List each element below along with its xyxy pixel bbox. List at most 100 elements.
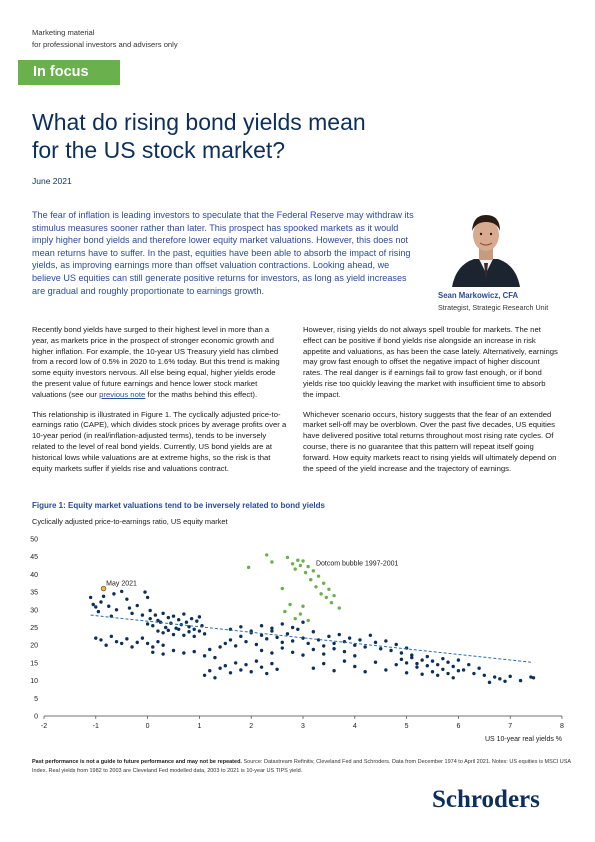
data-point	[441, 667, 445, 671]
data-point	[213, 676, 217, 680]
dotcom-point	[290, 562, 295, 566]
data-point	[332, 647, 336, 651]
data-point	[430, 659, 435, 663]
data-point	[223, 641, 227, 646]
data-point	[88, 595, 93, 600]
data-point	[104, 643, 108, 647]
data-point	[415, 665, 419, 669]
data-point	[482, 673, 486, 677]
data-point	[389, 648, 393, 653]
data-point	[492, 675, 497, 679]
data-point	[148, 608, 152, 613]
data-point	[145, 595, 150, 600]
data-point	[394, 642, 398, 647]
data-point	[425, 654, 430, 659]
data-point	[415, 661, 419, 666]
data-point	[182, 612, 186, 616]
audience-note: Marketing material for professional inve…	[32, 27, 178, 51]
in-focus-badge: In focus	[18, 60, 120, 85]
dotcom-point	[303, 570, 308, 575]
data-point	[99, 600, 103, 604]
x-tick-label: 0	[146, 723, 150, 730]
previous-note-link[interactable]: previous note	[99, 389, 146, 399]
dotcom-point	[293, 567, 297, 571]
data-point	[410, 653, 414, 657]
data-point	[151, 650, 155, 654]
data-point	[301, 653, 305, 657]
data-point	[342, 649, 347, 654]
data-point	[311, 630, 316, 634]
data-point	[189, 616, 194, 621]
data-point	[477, 666, 481, 670]
data-point	[151, 624, 155, 628]
y-tick-label: 10	[30, 678, 38, 685]
data-point	[399, 651, 404, 655]
data-point	[125, 637, 129, 641]
data-point	[127, 606, 132, 610]
data-point	[151, 645, 155, 649]
data-point	[192, 634, 196, 639]
page-title: What do rising bond yields mean for the …	[32, 108, 432, 164]
data-point	[353, 664, 357, 669]
data-point	[461, 668, 466, 672]
x-tick-label: 3	[301, 723, 305, 730]
data-point	[228, 638, 233, 642]
data-point	[101, 594, 106, 599]
x-tick-label: 6	[456, 723, 460, 730]
data-point	[184, 620, 189, 624]
dotcom-point	[301, 604, 305, 608]
data-point	[467, 662, 471, 667]
data-point	[441, 656, 445, 661]
data-point	[182, 633, 186, 637]
y-tick-label: 45	[30, 554, 38, 561]
data-point	[280, 646, 284, 650]
chart-annotation: Dotcom bubble 1997-2001	[316, 561, 399, 568]
body-column-left: Recently bond yields have surged to thei…	[32, 325, 287, 483]
data-point	[430, 670, 435, 674]
body-paragraph: Whichever scenario occurs, history sugge…	[303, 409, 557, 473]
data-point	[270, 651, 274, 655]
data-point	[270, 661, 274, 666]
x-tick-label: 2	[249, 723, 253, 730]
x-tick-label: 4	[353, 723, 357, 730]
data-point	[296, 627, 300, 631]
data-point	[125, 597, 129, 601]
data-point	[156, 618, 160, 623]
data-point	[259, 665, 264, 669]
dotcom-point	[322, 581, 326, 585]
dotcom-point	[337, 606, 341, 610]
data-point	[249, 670, 253, 674]
data-point	[135, 640, 139, 645]
data-point	[161, 631, 165, 635]
x-tick-label: -2	[41, 723, 47, 730]
y-tick-label: 15	[30, 660, 38, 667]
dotcom-point	[309, 578, 313, 582]
dotcom-point	[288, 602, 292, 607]
data-point	[384, 668, 388, 672]
data-point	[114, 639, 119, 644]
data-point	[166, 615, 171, 620]
data-point	[259, 633, 264, 637]
author-name: Sean Markowicz, CFA	[438, 291, 519, 300]
data-point	[306, 641, 310, 646]
data-point	[435, 662, 440, 667]
data-point	[156, 629, 160, 633]
data-point	[322, 644, 326, 648]
data-point	[420, 658, 424, 662]
title-line-2: for the US stock market?	[32, 137, 286, 163]
dotcom-point	[306, 618, 310, 623]
data-point	[91, 602, 95, 607]
dotcom-point	[332, 593, 336, 598]
dotcom-point	[324, 595, 329, 600]
data-point	[270, 626, 274, 630]
dotcom-point	[319, 592, 323, 596]
y-tick-label: 35	[30, 590, 38, 597]
y-tick-label: 30	[30, 607, 38, 614]
data-point	[197, 615, 202, 619]
data-point	[363, 645, 367, 649]
data-point	[254, 659, 259, 663]
dotcom-point	[283, 609, 287, 614]
data-point	[130, 645, 134, 649]
marketing-line-1: Marketing material	[32, 28, 95, 37]
data-point	[420, 672, 424, 676]
